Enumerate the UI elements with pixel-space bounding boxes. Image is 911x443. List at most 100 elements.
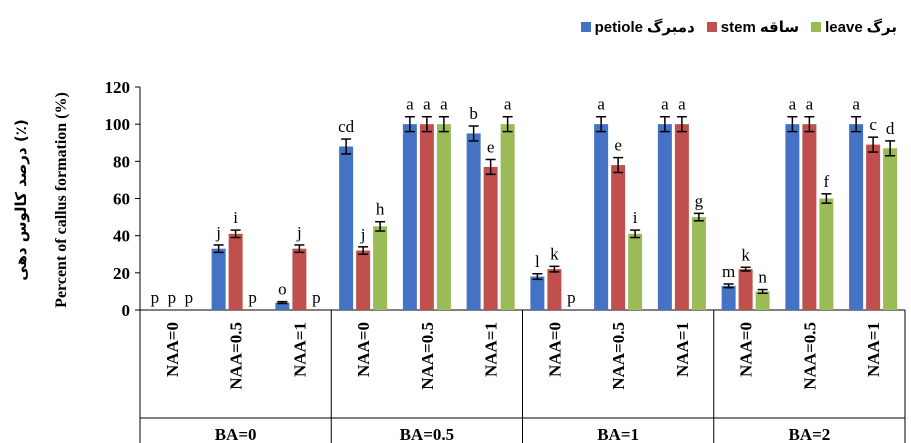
legend-label-leave-fa: برگ [866,19,897,36]
y-tick-label: 40 [113,227,130,246]
bar-petiole [466,133,481,310]
legend-item-leave: leave برگ [811,18,897,36]
y-tick-label: 20 [113,264,130,283]
y-axis-title-en: Percent of callus formation (%) [53,92,70,308]
significance-letter: p [168,288,177,307]
legend-swatch-petiole [580,22,591,32]
bar-petiole [657,124,672,311]
legend-label-petiole-en: petiole [594,18,643,36]
significance-letter: a [440,95,448,114]
significance-letter: p [567,288,576,307]
bar-stem [802,124,817,311]
bar-leave [691,217,706,310]
significance-letter: a [504,95,512,114]
significance-letter: m [722,262,735,281]
x-tick-label: NAA=0.5 [609,322,628,390]
legend-item-stem: stem ساقه [706,18,800,36]
y-tick-label: 60 [113,190,130,209]
significance-letter: f [824,172,830,191]
x-tick-label: NAA=0 [737,322,756,377]
y-tick-label: 80 [113,152,130,171]
group-label: BA=2 [788,425,830,443]
x-tick-label: NAA=0 [545,322,564,377]
bar-petiole [402,124,417,311]
group-label: BA=0 [215,425,257,443]
significance-letter: j [296,223,302,242]
y-axis-title: درصد کالوس دهی (٪) Percent of callus for… [12,92,70,308]
bar-stem [547,269,562,310]
significance-letter: o [278,280,287,299]
significance-letter: e [614,136,622,155]
legend-swatch-leave [811,22,822,32]
bar-leave [755,291,770,310]
significance-letter: a [678,95,686,114]
significance-letter: a [789,95,797,114]
x-tick-label: NAA=1 [482,322,501,377]
significance-letter: p [312,288,321,307]
significance-letter: a [597,95,605,114]
significance-letter: d [886,119,895,138]
legend-label-stem-en: stem [720,18,756,36]
significance-letter: i [233,208,238,227]
bar-stem [611,165,626,310]
legend-swatch-stem [706,22,717,32]
significance-letter: j [215,223,221,242]
bar-petiole [594,124,609,311]
group-label: BA=1 [597,425,639,443]
bar-petiole [721,285,736,310]
x-tick-label: NAA=0.5 [418,322,437,390]
y-tick-label: 100 [105,115,131,134]
bar-petiole [849,124,864,311]
bar-petiole [785,124,800,311]
bar-leave [500,124,515,311]
bar-stem [419,124,434,311]
significance-letter: l [535,252,540,271]
bar-petiole [211,248,226,310]
y-tick-label: 120 [105,78,131,97]
bar-stem [356,250,371,310]
bar-petiole [275,302,290,310]
significance-letter: n [758,268,767,287]
significance-letter: a [423,95,431,114]
significance-letter: b [469,104,478,123]
significance-letter: h [376,200,385,219]
x-tick-label: NAA=0.5 [800,322,819,390]
bar-stem [674,124,689,311]
significance-letter: a [852,95,860,114]
significance-letter: p [248,288,257,307]
bar-leave [883,148,898,310]
significance-letter: c [869,115,877,134]
legend: petiole دمبرگ stem ساقه leave برگ [580,18,897,36]
significance-letter: k [550,244,559,263]
x-tick-label: NAA=0 [354,322,373,377]
bar-leave [819,198,834,310]
group-label: BA=0.5 [400,425,455,443]
significance-letter: a [806,95,814,114]
legend-label-stem-fa: ساقه [759,19,800,36]
y-axis-title-fa: درصد کالوس دهی (٪) [12,119,30,280]
significance-letter: j [360,225,366,244]
bar-stem [228,233,243,310]
bar-leave [628,233,643,310]
bar-leave [373,226,388,310]
bar-stem [292,248,307,310]
legend-label-petiole-fa: دمبرگ [646,19,695,36]
x-tick-label: NAA=1 [864,322,883,377]
significance-letter: i [633,208,638,227]
significance-letter: e [487,137,495,156]
bar-stem [738,269,753,310]
significance-letter: g [695,191,704,210]
bar-stem [483,166,498,310]
significance-letter: a [406,95,414,114]
bar-petiole [339,146,354,310]
x-tick-label: NAA=1 [673,322,692,377]
significance-letter: p [151,288,160,307]
legend-label-leave-en: leave [825,18,863,36]
x-tick-label: NAA=0.5 [227,322,246,390]
bar-petiole [530,276,545,310]
bar-leave [436,124,451,311]
y-tick-label: 0 [122,301,131,320]
significance-letter: a [661,95,669,114]
significance-letter: p [185,288,194,307]
